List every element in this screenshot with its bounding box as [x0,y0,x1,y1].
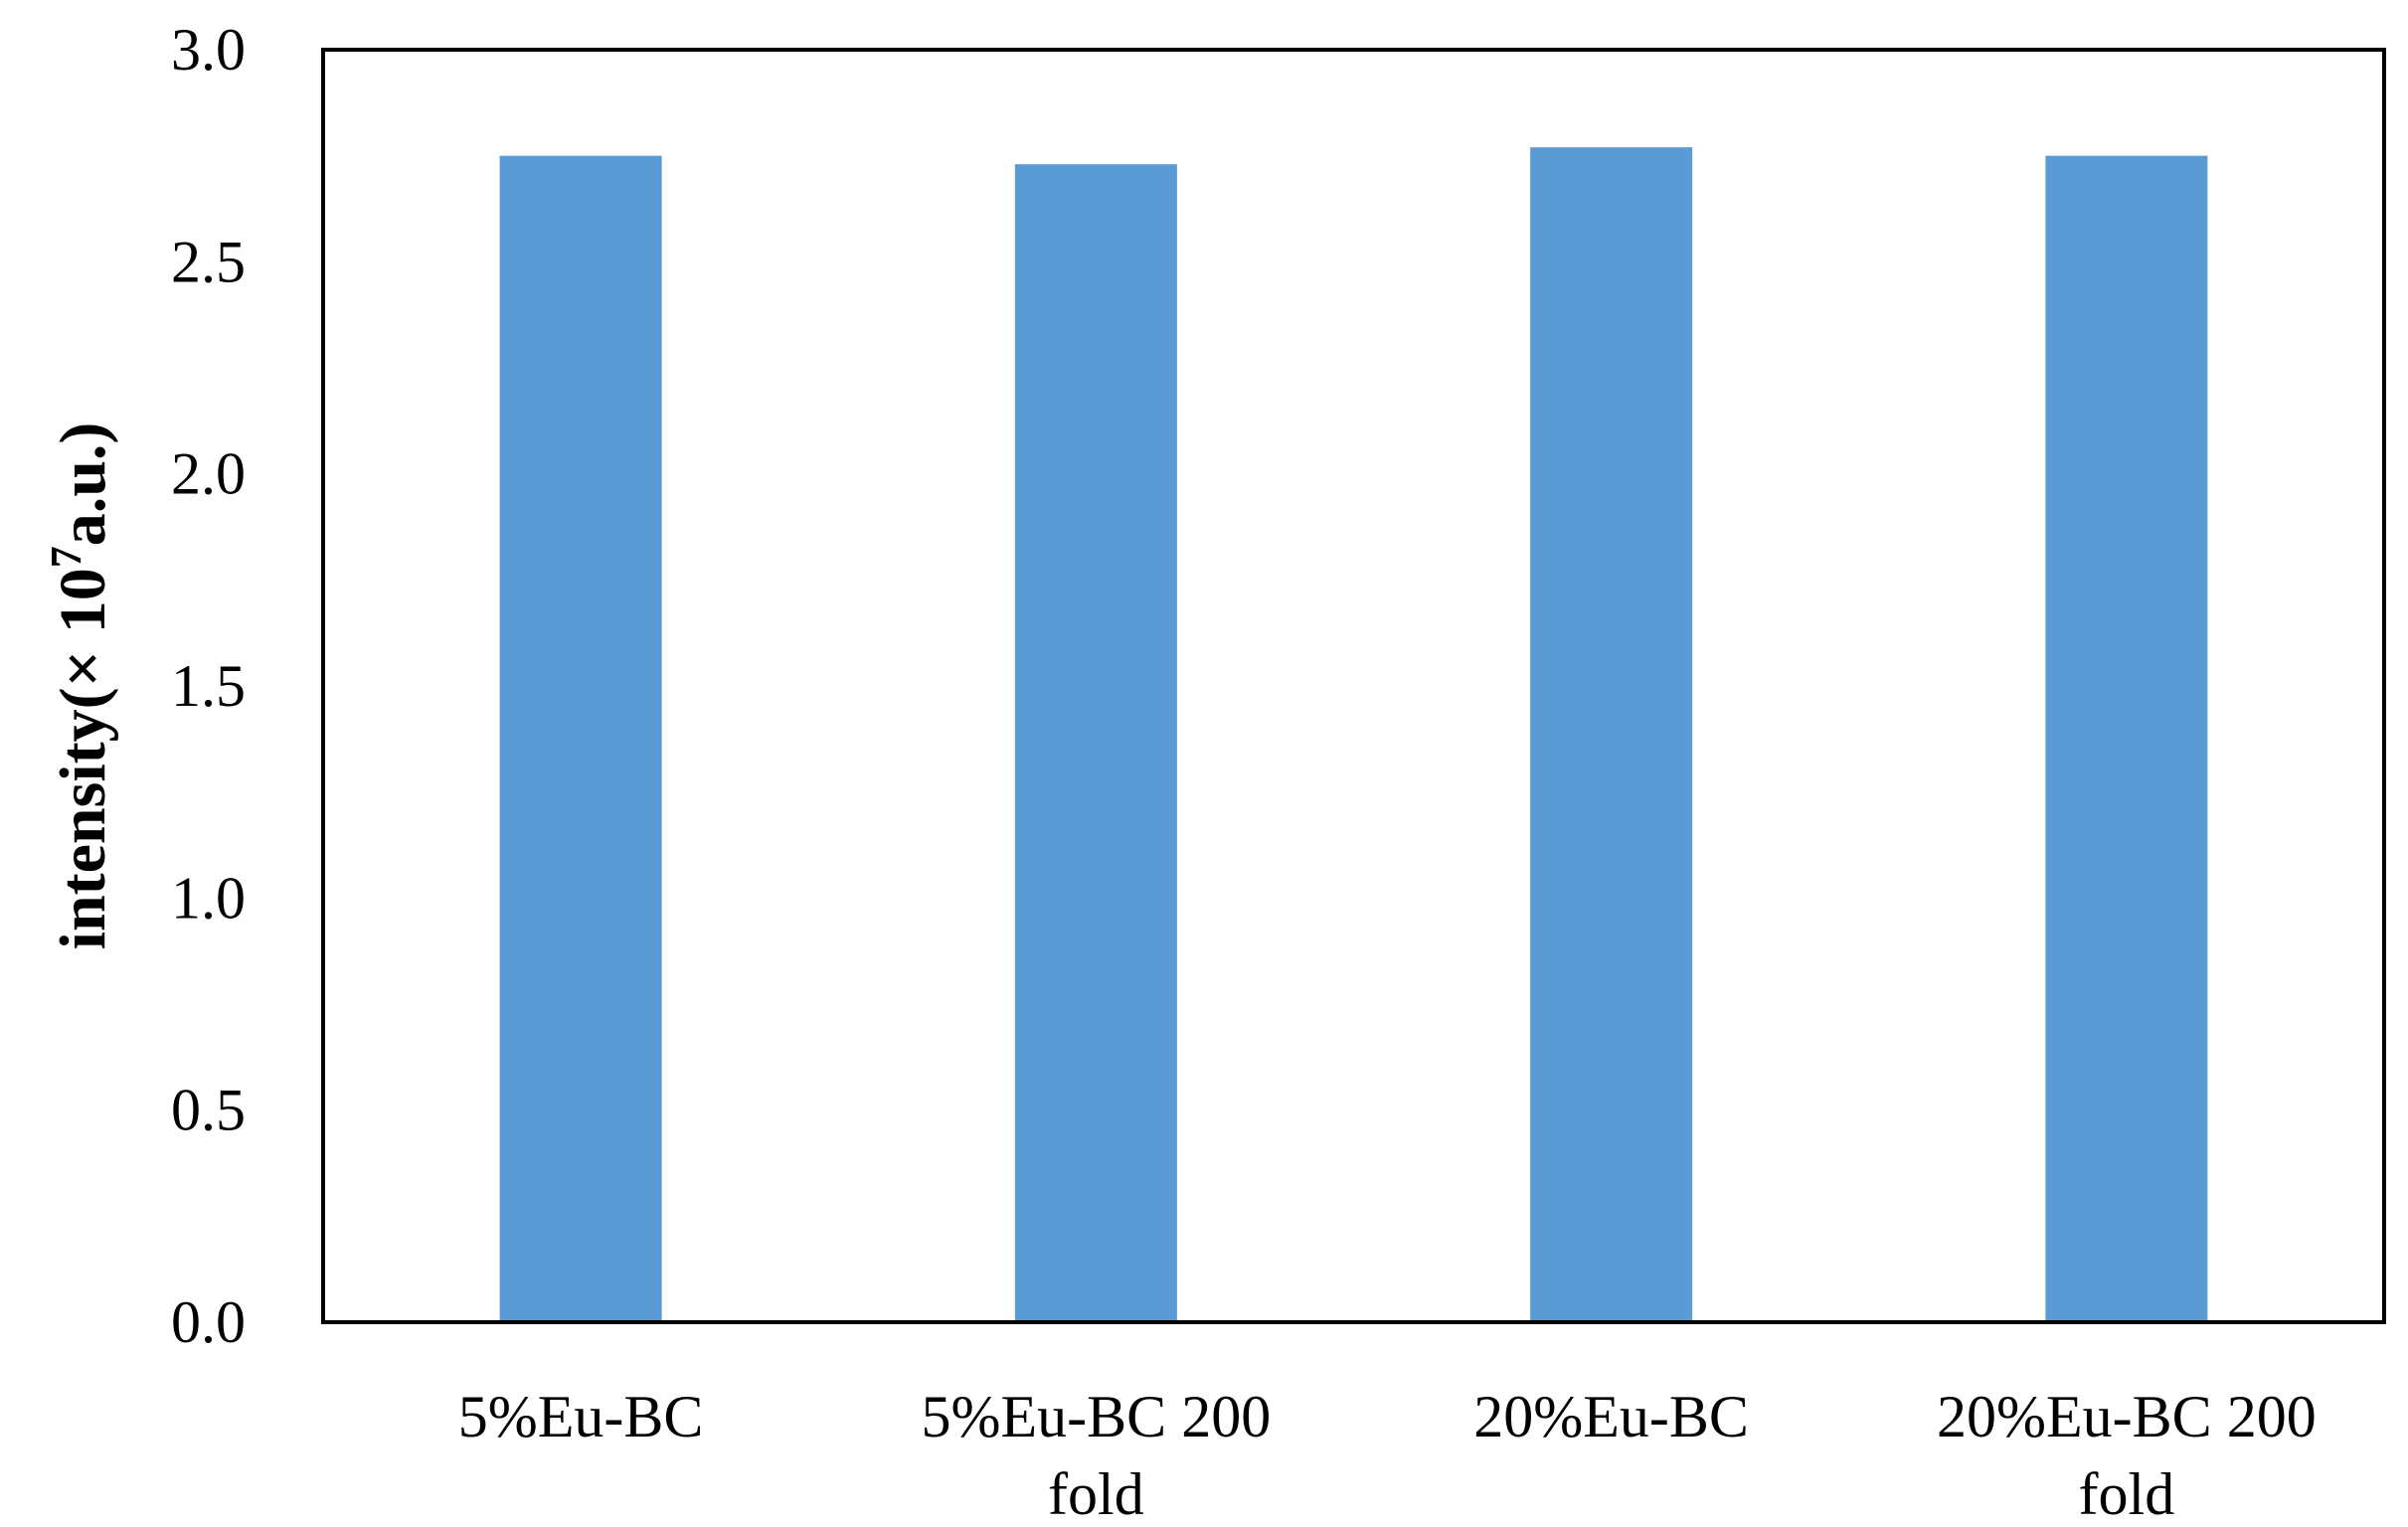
x-category-label-line: 20%Eu-BC [1473,1384,1749,1449]
y-tick-label: 0.0 [171,1289,246,1355]
x-category-label: 20%Eu-BC 200 fold [1937,1384,2317,1527]
bar [1530,147,1693,1323]
x-axis-labels: 5%Eu-BC 5%Eu-BC 200 fold 20%Eu-BC 20%Eu-BC 2… [458,1384,2317,1527]
bar [499,155,662,1323]
y-axis-label-superscript: 7 [42,546,90,568]
y-tick-label: 3.0 [171,17,246,83]
y-tick-label: 1.0 [171,865,246,931]
plot-area-frame [321,48,2386,1324]
x-category-label: 5%Eu-BC 200 fold [922,1384,1272,1527]
y-axis-label-suffix: a.u.) [47,423,119,547]
x-category-label: 20%Eu-BC [1473,1384,1749,1449]
x-category-label-line: 5%Eu-BC [458,1384,704,1449]
bar [1014,164,1177,1323]
x-category-label: 5%Eu-BC [458,1384,704,1449]
y-axis-ticks: 0.0 0.5 1.0 1.5 2.0 2.5 3.0 [171,17,246,1355]
y-tick-label: 0.5 [171,1078,246,1143]
y-tick-label: 1.5 [171,653,246,719]
x-category-label-line: fold [1048,1461,1144,1527]
y-tick-label: 2.0 [171,441,246,507]
y-axis-label-prefix: intensity(× 10 [47,568,119,949]
y-axis-label: intensity(× 107a.u.) [42,423,119,950]
bars-group [499,147,2208,1323]
x-category-label-line: 20%Eu-BC 200 [1937,1384,2317,1449]
x-category-label-line: 5%Eu-BC 200 [922,1384,1272,1449]
bar [2045,155,2208,1323]
y-tick-label: 2.5 [171,229,246,294]
x-category-label-line: fold [2079,1461,2175,1527]
